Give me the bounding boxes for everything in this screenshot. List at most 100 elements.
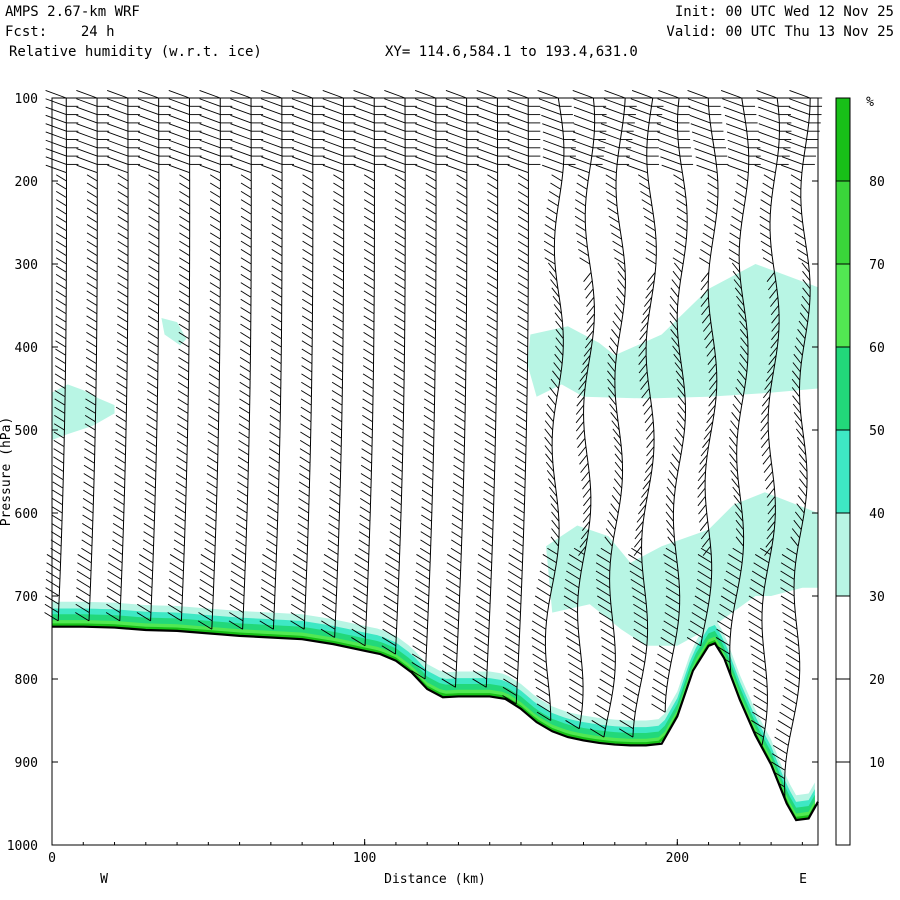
wind-barb-icon (507, 139, 529, 149)
wind-barb-icon (544, 232, 555, 240)
wind-barb-icon (760, 438, 770, 448)
wind-barb-icon (732, 486, 741, 497)
wind-barb-icon (606, 199, 618, 207)
wind-barb-staff (586, 454, 589, 464)
wind-barb-icon (452, 481, 464, 489)
wind-barb-icon (686, 637, 701, 647)
wind-barb-icon (81, 547, 92, 555)
wind-barb-staff (707, 297, 710, 306)
wind-barb-icon (424, 356, 436, 364)
wind-barb-staff (583, 396, 585, 406)
wind-barb-icon (610, 412, 619, 422)
wind-barb-icon (797, 495, 806, 505)
wind-barb-staff (620, 446, 623, 455)
wind-barb-icon (52, 481, 64, 489)
colorbar-segment (836, 347, 850, 430)
wind-barb-icon (82, 498, 94, 506)
wind-barb-icon (45, 114, 67, 124)
wind-barb-icon (362, 398, 374, 406)
wind-barb-icon (487, 174, 498, 182)
wind-barb-icon (363, 249, 375, 257)
wind-barb-icon (706, 346, 715, 357)
wind-barb-icon (596, 695, 611, 705)
wind-barb-icon (413, 628, 428, 638)
wind-barb-icon (547, 395, 557, 406)
wind-barb-icon (390, 506, 402, 514)
wind-barb-icon (661, 164, 683, 174)
wind-barb-icon (360, 489, 371, 497)
wind-barb-icon (147, 340, 159, 348)
wind-barb-icon (393, 406, 404, 414)
wind-barb-icon (517, 273, 529, 281)
wind-barb-icon (476, 114, 498, 124)
wind-barb-icon (384, 578, 399, 589)
wind-barb-icon (575, 199, 586, 207)
wind-barb-staff (675, 554, 678, 563)
wind-barb-staff (557, 288, 560, 298)
wind-barb-icon (322, 114, 344, 124)
wind-barb-staff (741, 512, 744, 522)
wind-barb-icon (209, 332, 221, 340)
wind-barb-icon (394, 265, 406, 273)
wind-barb-icon (82, 522, 93, 530)
wind-barb-staff (673, 488, 676, 497)
wind-barb-icon (641, 487, 650, 498)
wind-barb-icon (641, 199, 653, 207)
wind-barb-icon (768, 355, 777, 365)
wind-barb-icon (148, 174, 160, 182)
wind-barb-icon (547, 199, 559, 207)
wind-barb-icon (297, 514, 309, 522)
wind-barb-icon (531, 620, 547, 630)
wind-barb-icon (756, 90, 778, 99)
wind-barb-icon (585, 330, 594, 341)
wind-barb-icon (630, 653, 645, 663)
wind-barb-icon (239, 406, 250, 414)
wind-barb-icon (333, 190, 344, 198)
wind-barb-icon (425, 224, 437, 232)
wind-barb-icon (694, 148, 716, 157)
wind-barb-icon (322, 106, 344, 116)
wind-barb-staff (677, 297, 679, 306)
wind-barb-icon (116, 398, 127, 406)
wind-barb-icon (565, 628, 580, 638)
wind-barb-icon (617, 279, 626, 290)
wind-barb-icon (677, 387, 686, 398)
wind-barb-icon (301, 356, 313, 364)
wind-barb-icon (748, 628, 763, 638)
rh-region (545, 492, 818, 646)
wind-barb-icon (673, 249, 685, 257)
wind-barb-icon (799, 312, 809, 323)
wind-barb-staff (556, 205, 559, 215)
wind-barb-icon (362, 365, 374, 373)
wind-barb-icon (199, 98, 221, 107)
wind-barb-icon (86, 323, 97, 331)
wind-barb-icon (260, 587, 276, 597)
wind-barb-icon (168, 98, 190, 107)
wind-barb-staff (768, 438, 770, 447)
wind-barb-icon (425, 290, 437, 298)
wind-barb-staff (683, 247, 686, 256)
wind-barb-icon (206, 481, 218, 489)
wind-barb-staff (593, 322, 595, 331)
wind-barb-icon (646, 446, 655, 457)
wind-barb-icon (75, 595, 90, 605)
wind-barb-staff (578, 637, 581, 646)
wind-barb-staff (622, 305, 625, 314)
wind-barb-icon (582, 355, 591, 365)
wind-barb-icon (146, 415, 158, 423)
wind-barb-icon (75, 612, 90, 622)
wind-barb-staff (621, 479, 623, 489)
wind-barb-staff (603, 728, 606, 738)
wind-barb-icon (76, 90, 98, 99)
wind-barb-icon (179, 182, 190, 190)
wind-barb-icon (206, 464, 218, 472)
wind-barb-icon (76, 139, 98, 149)
wind-barb-icon (725, 570, 740, 580)
wind-barb-icon (577, 174, 589, 182)
wind-barb-icon (52, 464, 64, 472)
wind-barb-icon (789, 90, 811, 99)
wind-barb-icon (415, 131, 437, 140)
wind-barb-icon (107, 139, 129, 149)
wind-barb-icon (46, 554, 61, 564)
wind-barb-icon (179, 199, 190, 207)
